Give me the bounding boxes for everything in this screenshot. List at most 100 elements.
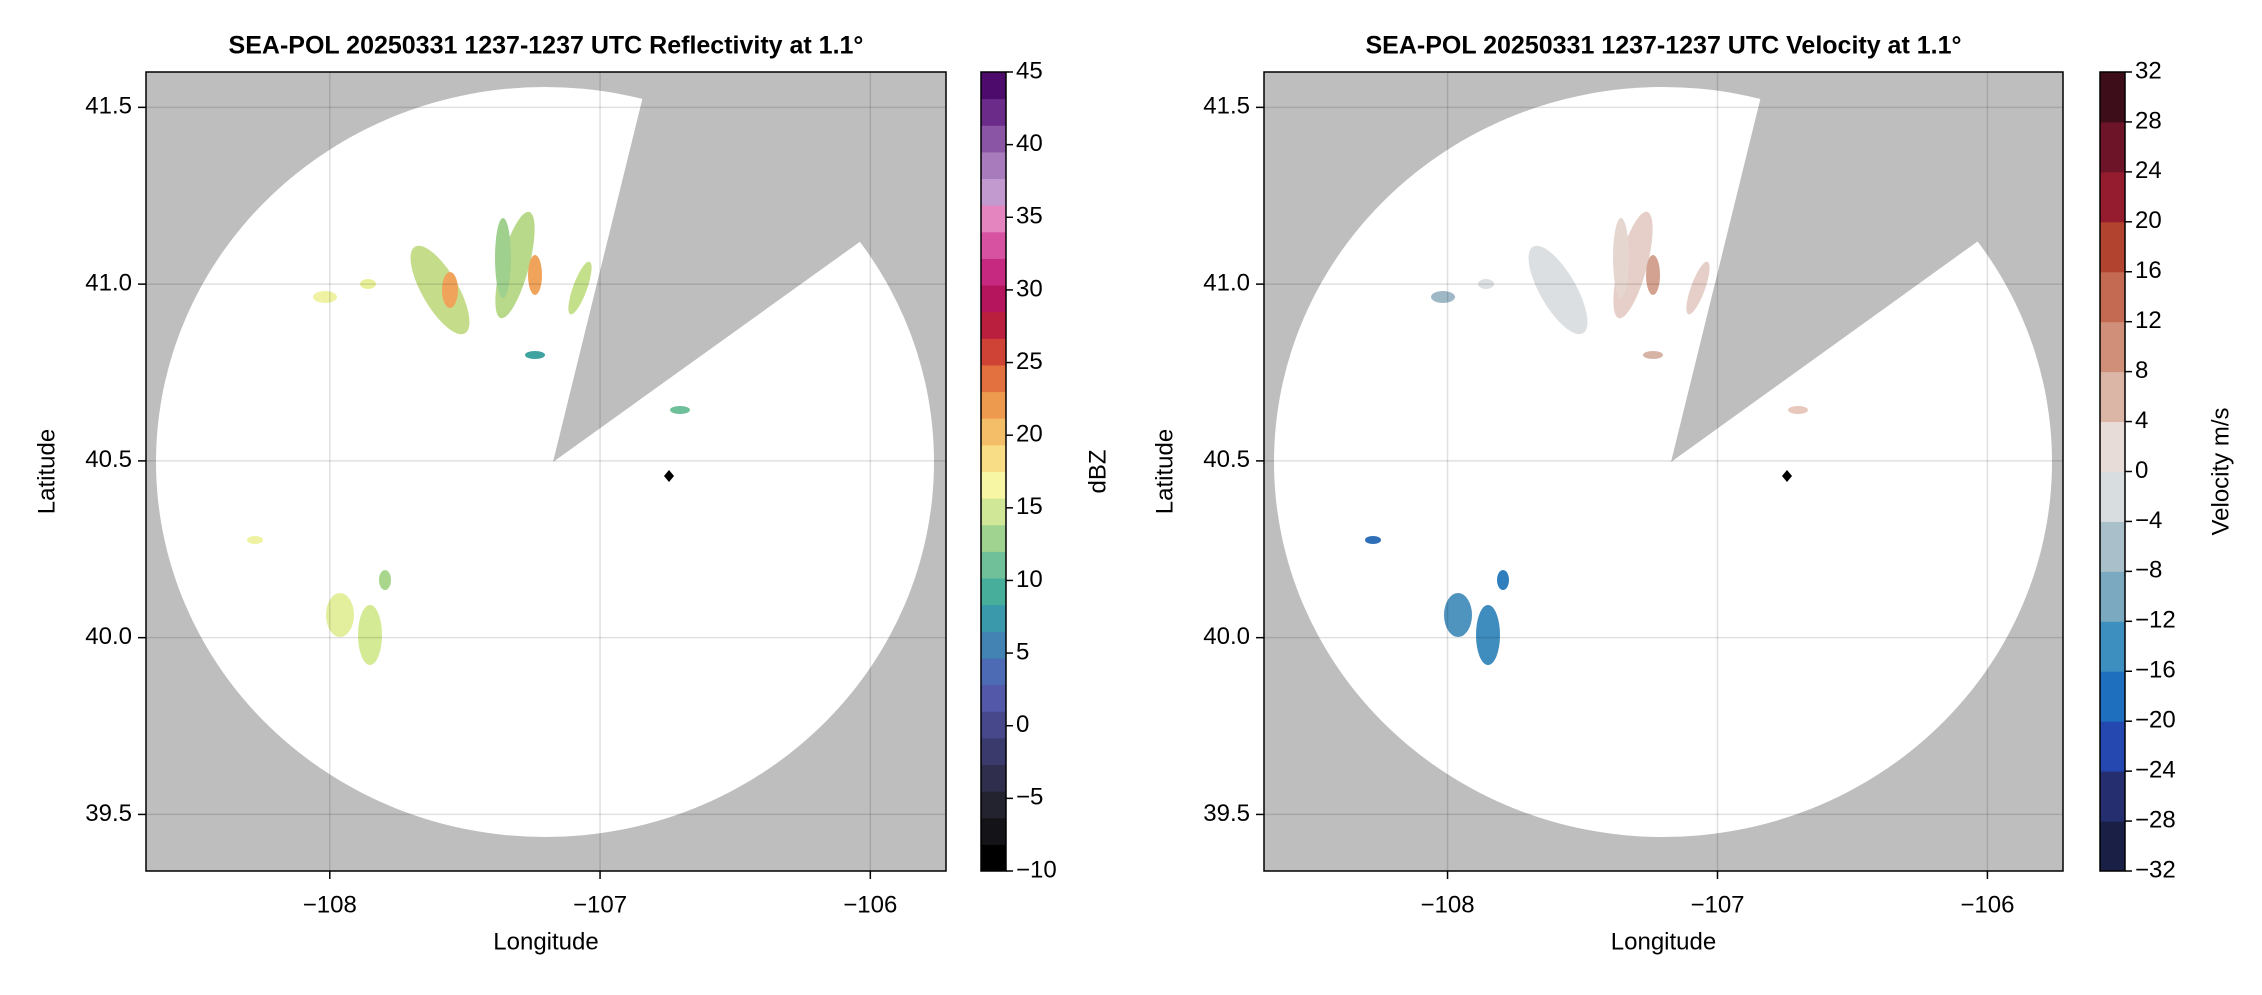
echo	[1788, 406, 1808, 414]
colorbar-tick-label: 20	[2135, 207, 2162, 234]
y-tick-label: 40.0	[85, 623, 132, 650]
echoes	[247, 211, 690, 665]
y-tick-label: 40.5	[1203, 446, 1250, 473]
colorbar-segment	[2100, 771, 2125, 822]
echo	[1643, 351, 1663, 359]
colorbar-tick-label: 5	[1016, 638, 1029, 665]
colorbar-tick-label: −16	[2135, 657, 2176, 684]
echo	[379, 570, 391, 590]
y-axis-label: Latitude	[33, 429, 60, 514]
colorbar-segment	[981, 844, 1006, 872]
x-tick-label: −108	[303, 891, 357, 918]
blocked-sector	[553, 72, 946, 462]
colorbar-tick-label: 40	[1016, 130, 1043, 157]
colorbar-segment	[2100, 171, 2125, 223]
colorbar-segment	[981, 791, 1006, 819]
colorbar-tick-label: −4	[2135, 507, 2162, 534]
x-tick-label: −106	[843, 891, 897, 918]
colorbar-segment	[2100, 721, 2125, 772]
colorbar-tick-label: 35	[1016, 203, 1043, 230]
colorbar-tick-label: −24	[2135, 756, 2176, 783]
echoes	[1365, 211, 1808, 665]
radar-site	[664, 470, 674, 482]
x-tick-label: −108	[1421, 891, 1475, 918]
colorbar-tick-label: 24	[2135, 157, 2162, 184]
echo	[442, 272, 458, 308]
y-tick-label: 39.5	[1203, 800, 1250, 827]
colorbar-segment	[981, 178, 1006, 206]
echo	[568, 261, 592, 315]
y-axis-label: Latitude	[1151, 429, 1178, 514]
colorbar-tick-label: −20	[2135, 707, 2176, 734]
echo	[495, 218, 511, 298]
colorbar-tick-label: 15	[1016, 493, 1043, 520]
colorbar-label: dBZ	[1084, 449, 1111, 493]
colorbar-tick-label: 16	[2135, 257, 2162, 284]
colorbar-segment	[981, 817, 1006, 845]
echo	[525, 351, 545, 359]
colorbar-segment	[2100, 371, 2125, 423]
plot-frame	[1263, 71, 2064, 872]
colorbar-segment	[981, 524, 1006, 552]
colorbar-tick-label: 0	[2135, 457, 2148, 484]
colorbar-tick-label: 25	[1016, 348, 1043, 375]
colorbar-segment	[981, 231, 1006, 259]
colorbar-label: Velocity m/s	[2207, 407, 2234, 535]
colorbar-segment	[981, 72, 1006, 100]
plot-area	[146, 72, 946, 871]
colorbar-segment	[2100, 421, 2125, 472]
colorbar-segment	[981, 311, 1006, 339]
colorbar-segment	[2100, 571, 2125, 622]
echo	[410, 245, 470, 335]
echo	[1365, 536, 1381, 544]
colorbar-segment	[981, 444, 1006, 472]
y-tick-label: 40.0	[1203, 623, 1250, 650]
colorbar-segment	[2100, 621, 2125, 672]
colorbar-segment	[981, 125, 1006, 153]
colorbar-tick-label: −32	[2135, 856, 2176, 883]
colorbar-tick-label: −8	[2135, 557, 2162, 584]
colorbar-segment	[2100, 321, 2125, 373]
colorbar-segment	[981, 657, 1006, 686]
y-tick-label: 41.0	[1203, 269, 1250, 296]
colorbar-tick-label: 8	[2135, 357, 2148, 384]
echo	[1646, 255, 1660, 295]
colorbar-tick-label: 28	[2135, 107, 2162, 134]
colorbar-segment	[981, 684, 1006, 712]
colorbar-segment	[981, 205, 1006, 233]
chart-title: SEA-POL 20250331 1237-1237 UTC Reflectiv…	[229, 32, 864, 60]
colorbar-segment	[981, 578, 1006, 606]
x-axis-label: Longitude	[1611, 928, 1716, 955]
colorbar-segment	[981, 711, 1006, 739]
x-tick-label: −106	[1960, 891, 2014, 918]
colorbar-tick-label: −5	[1016, 784, 1043, 811]
colorbar-segment	[981, 498, 1006, 526]
colorbar-tick-label: 45	[1016, 57, 1043, 84]
colorbar-segment	[2100, 671, 2125, 722]
radar-site	[1782, 470, 1792, 482]
colorbar-segment	[981, 418, 1006, 446]
colorbar-tick-label: −28	[2135, 806, 2176, 833]
colorbar-segment	[981, 737, 1006, 765]
colorbar-tick-label: −12	[2135, 607, 2176, 634]
colorbar-segment	[2100, 121, 2125, 173]
y-tick-label: 41.0	[85, 269, 132, 296]
y-tick-label: 40.5	[85, 446, 132, 473]
colorbar-segment	[981, 471, 1006, 499]
echo	[360, 279, 376, 289]
colorbar-tick-label: 4	[2135, 407, 2148, 434]
echo	[1431, 291, 1455, 303]
colorbar-segment	[2100, 821, 2125, 872]
x-tick-label: −107	[573, 891, 627, 918]
colorbar-segment	[981, 551, 1006, 579]
x-tick-label: −107	[1690, 891, 1744, 918]
colorbar-segment	[981, 285, 1006, 313]
echo	[247, 536, 263, 544]
chart-title: SEA-POL 20250331 1237-1237 UTC Velocity …	[1366, 32, 1962, 60]
echo	[1613, 218, 1629, 298]
colorbar-tick-label: 30	[1016, 275, 1043, 302]
plot-area	[1264, 72, 2063, 871]
colorbar-segment	[981, 258, 1006, 286]
colorbar-tick-label: 20	[1016, 421, 1043, 448]
